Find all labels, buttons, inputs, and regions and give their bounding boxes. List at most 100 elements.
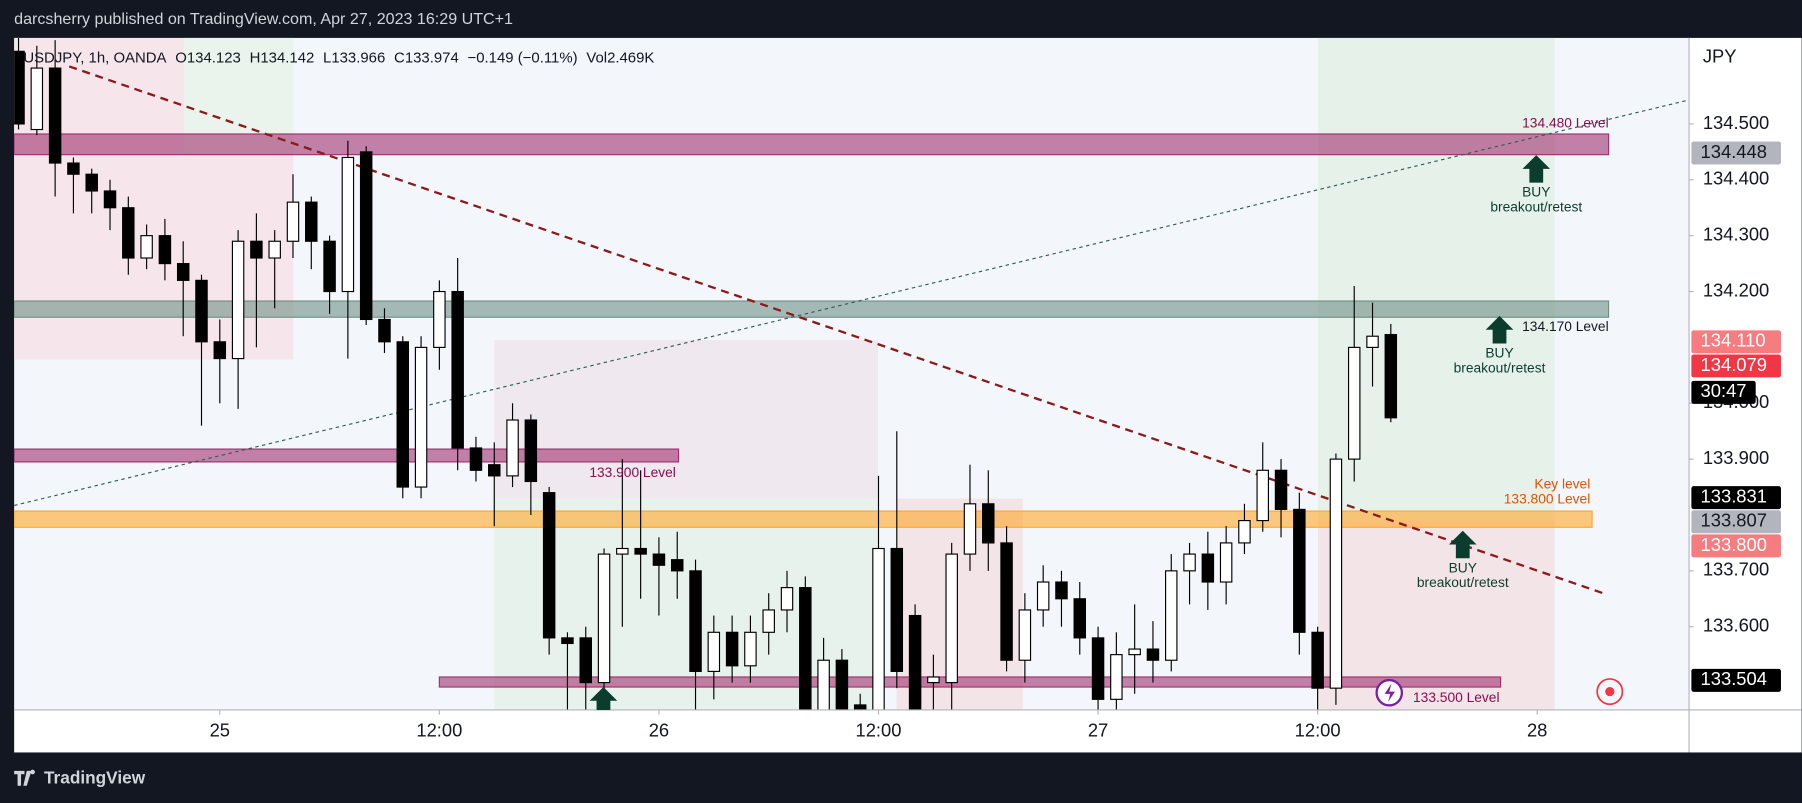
publisher: darcsherry published on TradingView.com,… (14, 10, 513, 28)
level-label: 133.500 Level (1413, 690, 1500, 705)
candle-body (744, 631, 757, 667)
candle-body (396, 341, 410, 488)
candle-body (1347, 346, 1361, 460)
candle-body (305, 201, 318, 242)
brand: TradingView (14, 767, 146, 787)
price-badge-label: 133.504 (1701, 668, 1767, 689)
candle-body (140, 235, 153, 259)
legend-open: O134.123 (175, 50, 241, 67)
y-tick-label: 134.400 (1703, 168, 1769, 189)
price-badge (1691, 534, 1781, 558)
candle-body (1366, 335, 1379, 348)
candle-body (158, 235, 172, 265)
candle-body (323, 240, 336, 293)
level-title: Key level (1534, 476, 1590, 491)
legend-volume: Vol2.469K (586, 50, 654, 67)
price-badge-label: 134.079 (1701, 354, 1767, 375)
candle-body (488, 464, 501, 477)
candle-body (524, 419, 538, 483)
x-tick-label: 26 (649, 720, 669, 741)
candle-body (1146, 648, 1160, 661)
candle-body (30, 67, 44, 131)
y-tick-label: 133.700 (1703, 559, 1769, 580)
countdown: 30:47 (1701, 380, 1747, 401)
price-badge-label: 133.800 (1701, 534, 1767, 555)
level-zone (438, 676, 1502, 688)
level-label: 134.480 Level (1522, 116, 1608, 131)
price-badge-label: 134.110 (1701, 330, 1766, 351)
candle-body (286, 201, 300, 242)
candle-body (872, 547, 885, 710)
candle-body (195, 279, 208, 343)
candle-body (1293, 508, 1306, 633)
candle-body (1073, 598, 1087, 639)
candle-body (268, 240, 281, 259)
brand-logo (14, 769, 35, 786)
buy-arrow (1448, 530, 1477, 559)
y-tick-label: 133.600 (1703, 615, 1769, 636)
candle-body (707, 631, 721, 672)
trend-line (68, 65, 1604, 595)
candle-body (1201, 553, 1215, 583)
candle-body (579, 637, 592, 684)
candle-body (48, 67, 62, 164)
time-axis (14, 709, 1690, 753)
candle-body (1219, 542, 1233, 583)
candle-body (103, 190, 117, 209)
y-tick-label: 134.300 (1703, 224, 1769, 245)
legend-low: L133.966 (323, 50, 385, 67)
candle-body (414, 346, 428, 488)
candle-body (634, 547, 647, 555)
level-zone (14, 510, 1593, 528)
candle-body (561, 637, 574, 645)
note-title: BUY (1449, 560, 1477, 575)
candle-body (780, 587, 794, 611)
candle-body (927, 676, 940, 684)
candle-body (85, 173, 98, 192)
candle-body (1018, 609, 1032, 661)
candle-body (1311, 631, 1324, 689)
candle-body (762, 609, 775, 633)
candle-body (1036, 581, 1050, 611)
level-label: 133.900 Level (589, 465, 676, 480)
candle-body (945, 553, 958, 684)
level-label: 134.170 Level (1522, 319, 1608, 334)
price-badge (1691, 354, 1781, 378)
candle-body (1165, 570, 1178, 661)
price-badge (1691, 486, 1781, 510)
candle-body (469, 447, 483, 471)
candle-body (982, 503, 995, 544)
candle-body (963, 503, 977, 555)
note-title: BUY (1522, 185, 1550, 200)
candle-body (725, 631, 739, 667)
legend: USDJPY, 1h, OANDA O134.123 H134.142 L133… (23, 50, 654, 67)
x-tick-label: 12:00 (856, 720, 902, 741)
candle-body (378, 318, 391, 343)
note-title: BUY (1485, 345, 1513, 360)
candle-body (817, 659, 830, 710)
record-icon (1605, 686, 1615, 697)
candle-body (250, 240, 263, 259)
price-badge (1691, 668, 1781, 692)
candle-body (1274, 469, 1288, 510)
candle-body (835, 659, 849, 710)
trend-line (14, 99, 1690, 507)
box (494, 340, 879, 499)
price-badge-label: 134.448 (1701, 141, 1767, 162)
candle-body (908, 614, 922, 710)
candle-body (213, 341, 227, 360)
buy-arrow (1485, 315, 1514, 344)
candle-body (542, 492, 556, 639)
record-icon[interactable] (1596, 678, 1624, 706)
brand-name: TradingView (44, 767, 146, 787)
price-badge-label: 133.831 (1701, 486, 1767, 507)
candle-body (451, 290, 464, 449)
candle-body (1128, 648, 1141, 656)
candle-body (1091, 637, 1105, 700)
symbol: USDJPY, 1h, OANDA (23, 50, 166, 67)
x-tick-label: 28 (1527, 720, 1547, 741)
candle-body (122, 207, 135, 259)
alert-icon (1384, 683, 1395, 702)
legend-change: −0.149 (−0.11%) (468, 50, 578, 67)
